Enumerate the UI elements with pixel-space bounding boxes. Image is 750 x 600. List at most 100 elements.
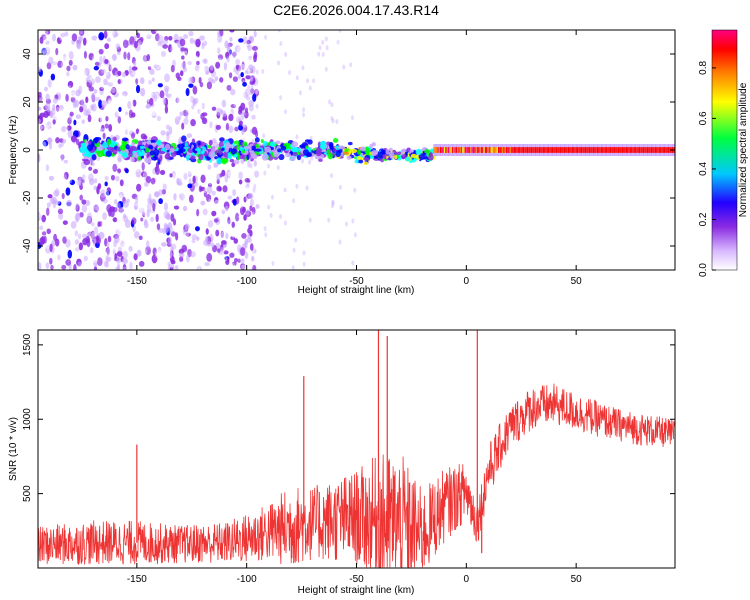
heatmap-cell bbox=[107, 37, 111, 42]
heatmap-cell bbox=[606, 147, 608, 153]
heatmap-cell bbox=[554, 147, 556, 153]
heatmap-cell bbox=[439, 147, 442, 153]
heatmap-cell bbox=[204, 262, 210, 267]
heatmap-cell bbox=[198, 153, 204, 161]
heatmap-cell bbox=[223, 62, 228, 71]
heatmap-cell bbox=[94, 96, 101, 102]
heatmap-cell bbox=[242, 206, 246, 213]
heatmap-cell bbox=[133, 116, 139, 124]
heatmap-cell bbox=[213, 162, 219, 168]
heatmap-cell bbox=[455, 147, 457, 153]
heatmap-cell bbox=[53, 178, 59, 187]
heatmap-cell bbox=[62, 138, 67, 144]
heatmap-cell bbox=[74, 230, 79, 237]
heatmap-cell bbox=[253, 54, 257, 63]
heatmap-cell bbox=[227, 195, 233, 200]
heatmap-cell bbox=[179, 111, 185, 116]
heatmap-cell bbox=[217, 47, 221, 55]
heatmap-cell bbox=[297, 255, 301, 261]
heatmap-cell bbox=[127, 52, 131, 61]
heatmap-cell bbox=[559, 147, 562, 153]
heatmap-cell bbox=[75, 138, 80, 146]
heatmap-cell bbox=[151, 77, 155, 82]
heatmap-cell bbox=[441, 147, 443, 153]
heatmap-cell bbox=[428, 154, 434, 161]
heatmap-cell bbox=[395, 151, 402, 156]
heatmap-cell bbox=[225, 122, 230, 131]
heatmap-cell bbox=[410, 153, 417, 159]
heatmap-cell bbox=[84, 67, 90, 76]
heatmap-cell bbox=[48, 56, 54, 65]
heatmap-cell bbox=[637, 147, 639, 153]
heatmap-cell bbox=[345, 126, 349, 132]
heatmap-cell bbox=[546, 147, 548, 153]
heatmap-cell bbox=[160, 130, 166, 136]
heatmap-cell bbox=[85, 96, 89, 104]
heatmap-cell bbox=[201, 102, 205, 110]
heatmap-cell bbox=[90, 230, 95, 240]
heatmap-cell bbox=[68, 51, 74, 60]
heatmap-cell bbox=[254, 170, 260, 178]
heatmap-cell bbox=[106, 95, 112, 105]
heatmap-cell bbox=[142, 36, 148, 46]
heatmap-cell bbox=[71, 232, 77, 242]
heatmap-cell bbox=[98, 48, 104, 55]
heatmap-cell bbox=[251, 45, 258, 51]
heatmap-cell bbox=[156, 139, 162, 146]
heatmap-cell bbox=[306, 78, 310, 84]
heatmap-cell bbox=[150, 232, 157, 240]
heatmap-cell bbox=[487, 147, 489, 153]
heatmap-cell bbox=[74, 213, 81, 222]
heatmap-cell bbox=[202, 124, 209, 130]
heatmap-cell bbox=[206, 185, 213, 194]
heatmap-cell bbox=[150, 264, 155, 270]
heatmap-cell bbox=[186, 167, 193, 176]
heatmap-cell bbox=[513, 147, 515, 153]
heatmap-cell bbox=[140, 87, 146, 97]
heatmap-cell bbox=[219, 77, 224, 83]
heatmap-cell bbox=[177, 106, 184, 113]
heatmap-cell bbox=[203, 58, 208, 65]
heatmap-cell bbox=[104, 43, 110, 50]
heatmap-cell bbox=[287, 100, 291, 106]
heatmap-cell bbox=[116, 250, 123, 257]
heatmap-cell bbox=[306, 152, 312, 157]
heatmap-cell bbox=[254, 219, 260, 225]
heatmap-cell bbox=[156, 115, 162, 122]
heatmap-cell bbox=[93, 218, 99, 227]
heatmap-cell bbox=[229, 30, 235, 33]
heatmap-cell bbox=[577, 147, 579, 153]
heatmap-cell bbox=[235, 70, 240, 75]
heatmap-cell bbox=[292, 151, 298, 157]
heatmap-cell bbox=[567, 147, 570, 153]
heatmap-cell bbox=[308, 217, 312, 223]
heatmap-cell bbox=[45, 244, 51, 254]
heatmap-cell bbox=[122, 266, 127, 270]
heatmap-cell bbox=[475, 147, 477, 153]
heatmap-cell bbox=[302, 112, 306, 118]
heatmap-cell bbox=[147, 61, 154, 68]
heatmap-cell bbox=[458, 147, 460, 153]
heatmap-cell bbox=[94, 61, 100, 66]
heatmap-cell bbox=[162, 39, 169, 45]
heatmap-cell bbox=[131, 93, 137, 102]
heatmap-cell bbox=[209, 30, 213, 36]
heatmap-cell bbox=[474, 147, 476, 153]
heatmap-cell bbox=[652, 147, 654, 153]
heatmap-cell bbox=[253, 160, 257, 167]
heatmap-cell bbox=[155, 96, 161, 105]
heatmap-cell bbox=[185, 254, 190, 263]
heatmap-cell bbox=[329, 143, 334, 150]
heatmap-cell bbox=[222, 255, 228, 262]
heatmap-cell bbox=[346, 118, 350, 124]
heatmap-cell bbox=[58, 245, 65, 251]
heatmap-cell bbox=[79, 211, 84, 218]
heatmap-cell bbox=[170, 259, 176, 265]
heatmap-cell bbox=[317, 182, 321, 188]
heatmap-cell bbox=[255, 118, 260, 124]
heatmap-cell bbox=[124, 168, 129, 174]
heatmap-cell bbox=[105, 247, 112, 256]
heatmap-cell bbox=[92, 168, 98, 174]
heatmap-cell bbox=[122, 250, 128, 259]
heatmap-cell bbox=[575, 147, 577, 153]
